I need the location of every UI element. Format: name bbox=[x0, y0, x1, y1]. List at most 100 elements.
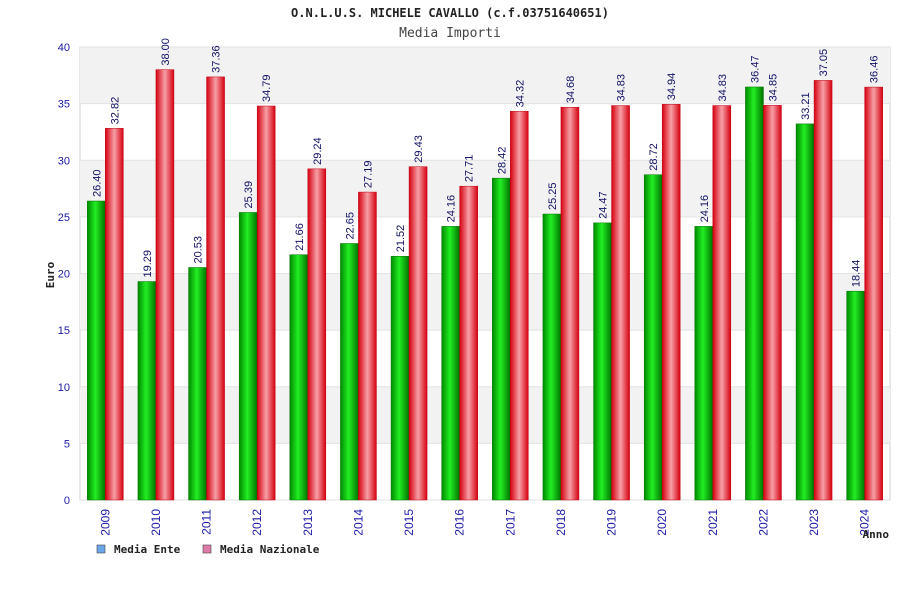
bar-media-nazionale bbox=[813, 80, 833, 501]
data-label-media-ente: 25.39 bbox=[243, 181, 255, 209]
y-tick-label: 40 bbox=[58, 42, 70, 54]
data-label-media-ente: 20.53 bbox=[193, 236, 205, 264]
x-tick-label: 2024 bbox=[858, 509, 872, 536]
legend-swatch-media-nazionale bbox=[202, 544, 212, 554]
y-tick-label: 25 bbox=[58, 212, 70, 224]
x-tick-label: 2018 bbox=[554, 509, 568, 536]
bar-media-nazionale bbox=[510, 111, 529, 501]
bar-media-nazionale bbox=[408, 166, 428, 501]
y-tick-label: 15 bbox=[58, 325, 70, 337]
data-label-media-ente: 26.40 bbox=[91, 169, 103, 197]
data-label-media-nazionale: 29.24 bbox=[312, 137, 324, 165]
data-label-media-nazionale: 34.85 bbox=[767, 74, 779, 102]
x-axis-ticks: 2009 2010 2011 2012 2013 2014 2015 2016 2017 2018… bbox=[98, 509, 871, 536]
data-label-media-ente: 24.16 bbox=[699, 195, 711, 223]
data-label-media-nazionale: 34.83 bbox=[616, 74, 628, 102]
bar-media-nazionale bbox=[712, 105, 732, 501]
legend-label-media-ente: Media Ente bbox=[114, 543, 181, 556]
bar-media-ente bbox=[441, 226, 460, 501]
bar-media-ente bbox=[390, 256, 410, 501]
data-label-media-ente: 36.47 bbox=[749, 55, 761, 83]
data-label-media-ente: 19.29 bbox=[142, 250, 154, 278]
y-axis-ticks: 0 5 10 15 20 25 30 35 40 bbox=[58, 42, 70, 507]
legend-label-media-nazionale: Media Nazionale bbox=[220, 543, 320, 556]
data-label-media-nazionale: 29.43 bbox=[413, 135, 425, 163]
data-label-media-nazionale: 37.05 bbox=[818, 49, 830, 77]
chart-title: O.N.L.U.S. MICHELE CAVALLO (c.f.03751640… bbox=[291, 6, 609, 20]
x-tick-label: 2021 bbox=[706, 509, 720, 536]
bar-media-ente bbox=[188, 267, 207, 501]
data-label-media-ente: 22.65 bbox=[344, 212, 356, 240]
data-labels: 26.40 32.82 19.29 38.00 20.53 37.36 25.39 34.79… bbox=[91, 38, 880, 287]
y-axis-label: Euro bbox=[44, 261, 57, 288]
y-tick-label: 20 bbox=[58, 269, 70, 281]
bar-media-ente bbox=[846, 290, 865, 501]
bar-media-nazionale bbox=[256, 105, 276, 501]
x-tick-label: 2015 bbox=[402, 509, 416, 536]
bar-media-nazionale bbox=[661, 104, 681, 501]
bar-media-ente bbox=[340, 243, 359, 501]
data-label-media-ente: 21.66 bbox=[294, 223, 306, 251]
bar-media-nazionale bbox=[763, 105, 782, 501]
bar-media-ente bbox=[137, 281, 157, 501]
data-label-media-nazionale: 37.36 bbox=[211, 45, 223, 73]
y-tick-label: 30 bbox=[58, 155, 70, 167]
data-label-media-nazionale: 38.00 bbox=[160, 38, 172, 66]
bar-media-nazionale bbox=[155, 69, 175, 501]
bar-media-nazionale bbox=[358, 191, 377, 501]
data-label-media-nazionale: 34.94 bbox=[666, 73, 678, 101]
bar-media-ente bbox=[238, 212, 258, 501]
bar-media-ente bbox=[492, 177, 511, 501]
bars bbox=[87, 69, 883, 501]
x-tick-label: 2016 bbox=[453, 509, 467, 536]
y-tick-label: 10 bbox=[58, 382, 70, 394]
x-tick-label: 2019 bbox=[605, 509, 619, 536]
x-tick-label: 2012 bbox=[250, 509, 264, 536]
x-tick-label: 2020 bbox=[655, 509, 669, 536]
bar-media-nazionale bbox=[206, 76, 225, 501]
data-label-media-nazionale: 32.82 bbox=[109, 97, 121, 125]
x-tick-label: 2013 bbox=[301, 509, 315, 536]
data-label-media-ente: 28.72 bbox=[648, 143, 660, 171]
data-label-media-ente: 33.21 bbox=[800, 92, 812, 120]
y-tick-label: 0 bbox=[64, 495, 70, 507]
data-label-media-nazionale: 27.71 bbox=[464, 155, 476, 183]
data-label-media-ente: 18.44 bbox=[851, 260, 863, 288]
data-label-media-nazionale: 36.46 bbox=[869, 56, 881, 84]
x-tick-label: 2022 bbox=[756, 509, 770, 536]
data-label-media-ente: 21.52 bbox=[395, 225, 407, 253]
data-label-media-nazionale: 34.83 bbox=[717, 74, 729, 102]
bar-media-nazionale bbox=[864, 86, 883, 501]
bar-media-ente bbox=[87, 200, 106, 501]
bar-media-ente bbox=[795, 123, 815, 501]
data-label-media-nazionale: 34.32 bbox=[514, 80, 526, 108]
y-tick-label: 5 bbox=[64, 438, 70, 450]
legend: Media Ente Media Nazionale bbox=[96, 543, 320, 556]
data-label-media-nazionale: 34.79 bbox=[261, 74, 273, 102]
bar-media-ente bbox=[593, 222, 612, 501]
bar-media-ente bbox=[745, 86, 764, 501]
x-tick-label: 2011 bbox=[200, 509, 214, 535]
bar-media-ente bbox=[542, 213, 562, 501]
bar-media-ente bbox=[694, 226, 714, 501]
data-label-media-ente: 28.42 bbox=[496, 147, 508, 175]
bar-media-nazionale bbox=[560, 106, 580, 501]
y-tick-label: 35 bbox=[58, 99, 70, 111]
x-axis-label: Anno bbox=[863, 528, 890, 541]
x-tick-label: 2010 bbox=[149, 509, 163, 536]
data-label-media-nazionale: 27.19 bbox=[362, 161, 374, 189]
x-tick-label: 2009 bbox=[98, 509, 112, 536]
bar-media-nazionale bbox=[105, 128, 124, 501]
bar-media-ente bbox=[643, 174, 663, 501]
legend-swatch-media-ente bbox=[96, 544, 106, 554]
x-tick-label: 2014 bbox=[351, 509, 365, 536]
bar-media-nazionale bbox=[307, 168, 327, 501]
data-label-media-ente: 25.25 bbox=[547, 183, 559, 211]
bar-media-ente bbox=[289, 254, 309, 501]
data-label-media-nazionale: 34.68 bbox=[565, 76, 577, 104]
bar-media-nazionale bbox=[459, 185, 478, 501]
x-tick-label: 2023 bbox=[807, 509, 821, 536]
data-label-media-ente: 24.47 bbox=[598, 191, 610, 219]
chart-subtitle: Media Importi bbox=[399, 26, 501, 41]
